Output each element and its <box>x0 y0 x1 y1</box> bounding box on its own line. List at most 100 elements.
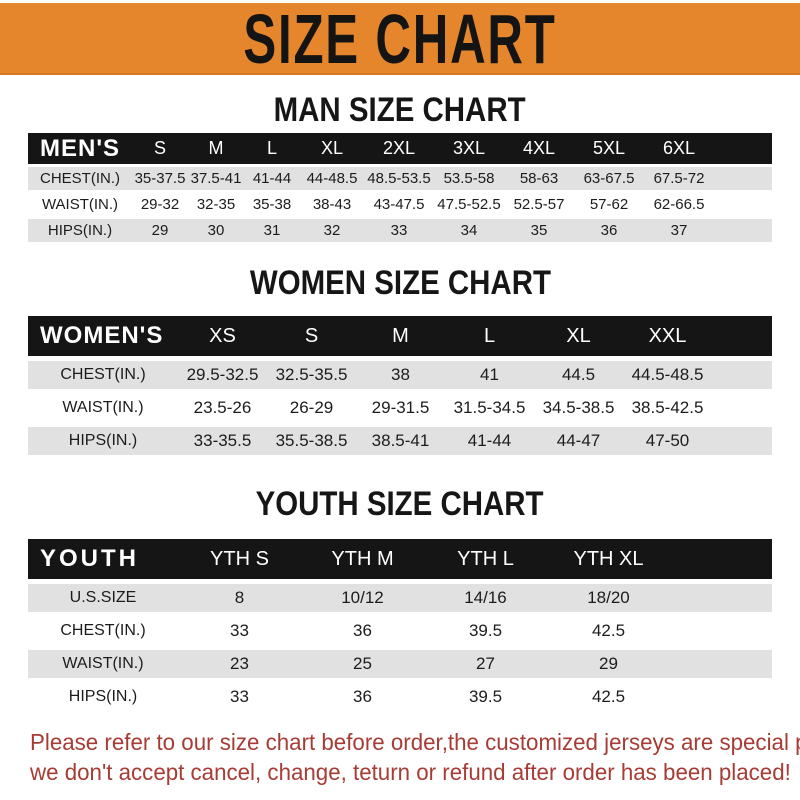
men-row-filler <box>714 167 772 190</box>
youth-cell-value: 25 <box>301 650 424 678</box>
men-cell-value: 47.5-52.5 <box>434 193 504 216</box>
men-row-label: CHEST(IN.) <box>28 167 132 190</box>
women-cell-value: 44.5-48.5 <box>623 361 712 389</box>
women-row-label: HIPS(IN.) <box>28 427 178 455</box>
men-cell-value: 35-37.5 <box>132 167 188 190</box>
youth-column-header: YTH S <box>178 539 301 579</box>
men-cell-value: 52.5-57 <box>504 193 574 216</box>
youth-table-wrap: YOUTH YTH S YTH M YTH L YTH XL U.S.SIZE 8 10/12… <box>0 539 800 711</box>
men-row-label: HIPS(IN.) <box>28 219 132 242</box>
men-cell-value: 62-66.5 <box>644 193 714 216</box>
youth-cell-value: 8 <box>178 584 301 612</box>
section-title-women-text: WOMEN SIZE CHART <box>249 262 551 303</box>
youth-row-label: HIPS(IN.) <box>28 683 178 711</box>
women-cell-value: 31.5-34.5 <box>445 394 534 422</box>
section-title-men-text: MAN SIZE CHART <box>274 89 526 130</box>
women-cell-value: 33-35.5 <box>178 427 267 455</box>
youth-column-header: YTH XL <box>547 539 670 579</box>
youth-row-label: CHEST(IN.) <box>28 617 178 645</box>
women-column-header: XL <box>534 316 623 356</box>
women-header-filler <box>712 316 772 356</box>
women-column-header: M <box>356 316 445 356</box>
women-row-filler <box>712 361 772 389</box>
women-row-filler <box>712 394 772 422</box>
women-cell-value: 29.5-32.5 <box>178 361 267 389</box>
section-men: MAN SIZE CHART MEN'S S M L XL 2XL 3XL 4XL 5XL 6XL… <box>0 89 800 242</box>
women-size-table: WOMEN'S XS S M L XL XXL CHEST(IN.) 29.5-32.5 32.5… <box>28 316 772 455</box>
women-row-filler <box>712 427 772 455</box>
women-cell-value: 29-31.5 <box>356 394 445 422</box>
footer-notice: Please refer to our size chart before or… <box>0 727 800 787</box>
men-cell-value: 31 <box>244 219 300 242</box>
women-cell-value: 47-50 <box>623 427 712 455</box>
notice-line-2: we don't accept cancel, change, teturn o… <box>30 759 791 785</box>
section-women: WOMEN SIZE CHART WOMEN'S XS S M L XL XXL CHEST(… <box>0 262 800 455</box>
women-cell-value: 38 <box>356 361 445 389</box>
youth-row-filler <box>670 650 772 678</box>
women-column-header: XXL <box>623 316 712 356</box>
men-cell-value: 41-44 <box>244 167 300 190</box>
women-table-label: WOMEN'S <box>28 316 178 356</box>
section-title-men: MAN SIZE CHART <box>0 89 800 130</box>
men-column-header: 5XL <box>574 133 644 164</box>
youth-cell-value: 23 <box>178 650 301 678</box>
men-column-header: L <box>244 133 300 164</box>
men-column-header: 2XL <box>364 133 434 164</box>
men-cell-value: 32 <box>300 219 364 242</box>
youth-row-filler <box>670 617 772 645</box>
page-title: SIZE CHART <box>243 0 557 78</box>
women-column-header: XS <box>178 316 267 356</box>
youth-row-label: WAIST(IN.) <box>28 650 178 678</box>
women-row-label: CHEST(IN.) <box>28 361 178 389</box>
men-column-header: XL <box>300 133 364 164</box>
men-cell-value: 53.5-58 <box>434 167 504 190</box>
men-column-header: 3XL <box>434 133 504 164</box>
youth-cell-value: 39.5 <box>424 683 547 711</box>
men-row-label: WAIST(IN.) <box>28 193 132 216</box>
men-row-filler <box>714 193 772 216</box>
banner: SIZE CHART <box>0 0 800 77</box>
men-header-filler <box>714 133 772 164</box>
women-cell-value: 41 <box>445 361 534 389</box>
notice-line-1: Please refer to our size chart before or… <box>30 729 800 755</box>
women-table-wrap: WOMEN'S XS S M L XL XXL CHEST(IN.) 29.5-32.5 32.5… <box>0 316 800 455</box>
women-cell-value: 26-29 <box>267 394 356 422</box>
women-column-header: L <box>445 316 534 356</box>
men-cell-value: 29-32 <box>132 193 188 216</box>
men-cell-value: 35 <box>504 219 574 242</box>
men-column-header: S <box>132 133 188 164</box>
men-column-header: M <box>188 133 244 164</box>
youth-row-label: U.S.SIZE <box>28 584 178 612</box>
women-column-header: S <box>267 316 356 356</box>
women-cell-value: 32.5-35.5 <box>267 361 356 389</box>
youth-cell-value: 10/12 <box>301 584 424 612</box>
men-cell-value: 43-47.5 <box>364 193 434 216</box>
women-cell-value: 44.5 <box>534 361 623 389</box>
youth-row-filler <box>670 683 772 711</box>
youth-size-table: YOUTH YTH S YTH M YTH L YTH XL U.S.SIZE 8 10/12… <box>28 539 772 711</box>
men-column-header: 4XL <box>504 133 574 164</box>
men-cell-value: 58-63 <box>504 167 574 190</box>
youth-table-label: YOUTH <box>28 539 178 579</box>
women-cell-value: 34.5-38.5 <box>534 394 623 422</box>
men-cell-value: 30 <box>188 219 244 242</box>
men-cell-value: 32-35 <box>188 193 244 216</box>
section-youth: YOUTH SIZE CHART YOUTH YTH S YTH M YTH L YTH… <box>0 484 800 711</box>
youth-cell-value: 14/16 <box>424 584 547 612</box>
women-cell-value: 38.5-41 <box>356 427 445 455</box>
men-cell-value: 35-38 <box>244 193 300 216</box>
men-cell-value: 29 <box>132 219 188 242</box>
youth-cell-value: 42.5 <box>547 617 670 645</box>
men-row-filler <box>714 219 772 242</box>
youth-cell-value: 18/20 <box>547 584 670 612</box>
youth-header-filler <box>670 539 772 579</box>
men-cell-value: 48.5-53.5 <box>364 167 434 190</box>
youth-cell-value: 33 <box>178 617 301 645</box>
men-size-table: MEN'S S M L XL 2XL 3XL 4XL 5XL 6XL CHEST(IN.) 35-37… <box>28 133 772 242</box>
section-title-women: WOMEN SIZE CHART <box>0 262 800 303</box>
men-cell-value: 37.5-41 <box>188 167 244 190</box>
youth-cell-value: 39.5 <box>424 617 547 645</box>
women-cell-value: 35.5-38.5 <box>267 427 356 455</box>
youth-cell-value: 29 <box>547 650 670 678</box>
